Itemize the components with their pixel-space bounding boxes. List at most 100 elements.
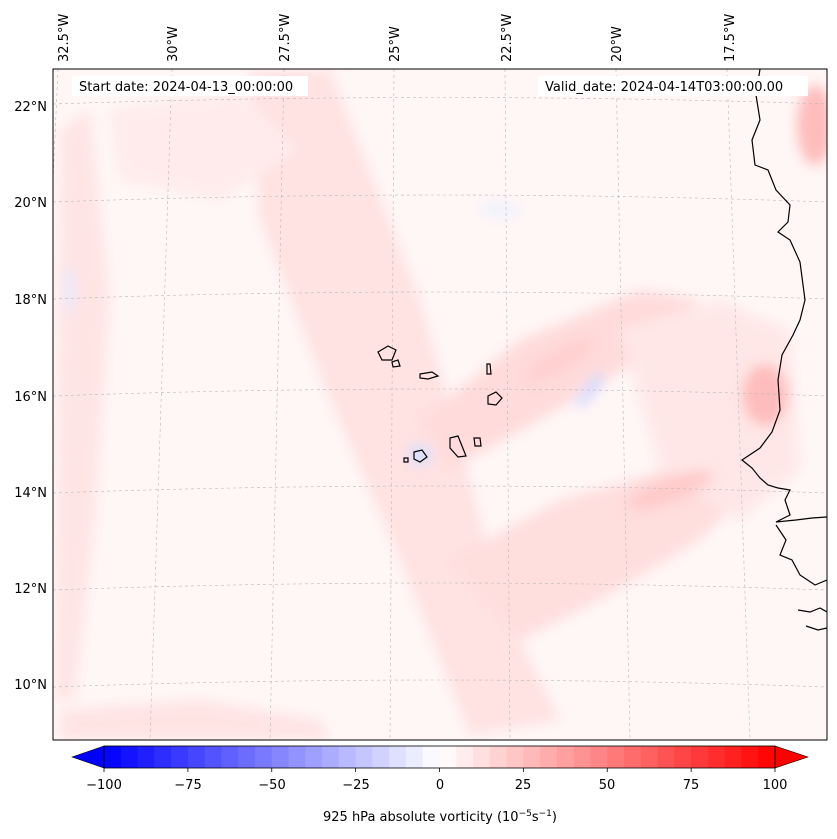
santiago-island <box>449 435 467 458</box>
lon-label-30W: 30°W <box>166 26 181 62</box>
vorticity-band-south <box>450 460 760 640</box>
colorbar-tick-label: 50 <box>599 778 616 793</box>
vorticity-band-west <box>55 110 110 700</box>
vorticity-min-west <box>65 265 75 315</box>
gridline-lon-27.5W <box>269 69 285 740</box>
sao-vicente-island <box>391 359 401 368</box>
lat-label-12N: 12°N <box>14 582 47 597</box>
gridline-lat-14 <box>53 485 827 494</box>
gridline-lon-17.5W <box>726 69 751 740</box>
colorbar-cell <box>573 746 592 768</box>
lon-label-27.5W: 27.5°W <box>278 14 293 62</box>
vorticity-max-south <box>627 470 713 510</box>
colorbar-cell <box>389 746 407 768</box>
colorbar-cell <box>405 746 424 768</box>
colorbar: −100 −75 −50 −25 0 25 50 75 100 925 hPa … <box>71 745 809 825</box>
colorbar-cell <box>288 746 306 768</box>
gridline-lat-22 <box>53 97 827 105</box>
colorbar-tick-label: −100 <box>86 778 122 793</box>
colorbar-cell <box>607 746 625 768</box>
vorticity-max-diagonal <box>524 337 596 383</box>
gridline-lon-30W <box>149 69 173 740</box>
fogo-island <box>413 449 428 463</box>
lat-label-22N: 22°N <box>14 100 47 115</box>
lat-label-14N: 14°N <box>14 486 47 501</box>
colorbar-tick-label: −75 <box>174 778 201 793</box>
vorticity-min-north <box>480 202 520 218</box>
colorbar-tick-label: 100 <box>763 778 788 793</box>
map-frame <box>52 68 828 741</box>
colorbar-cell <box>439 746 457 768</box>
gridline-lat-18 <box>53 291 827 300</box>
colorbar-cell <box>305 746 323 768</box>
maio-island <box>473 437 482 447</box>
colorbar-tick-label: 75 <box>683 778 700 793</box>
vorticity-min-islands <box>576 371 604 409</box>
colorbar-ticks <box>103 768 776 772</box>
colorbar-cell <box>707 746 726 768</box>
colorbar-extend-min <box>71 745 105 769</box>
map-panel: Start date: 2024-04-13_00:00:00 Valid_da… <box>52 68 828 741</box>
lon-label-20W: 20°W <box>610 26 625 62</box>
colorbar-tick-label: −50 <box>258 778 285 793</box>
valid-date-label: Valid_date: 2024-04-14T03:00:00.00 <box>545 80 783 95</box>
boa-vista-island <box>487 391 503 406</box>
lat-label-20N: 20°N <box>14 196 47 211</box>
colorbar-cell <box>674 746 692 768</box>
vorticity-min-fogo <box>408 445 432 465</box>
gridline-lat-16 <box>53 388 827 397</box>
colorbar-cell <box>187 746 206 768</box>
gridline-lon-22.5W <box>504 69 511 740</box>
colorbar-cell <box>758 746 776 768</box>
colorbar-cell <box>154 746 172 768</box>
colorbar-cell <box>338 746 357 768</box>
sao-nicolau-island <box>419 371 440 380</box>
colorbar-cell <box>456 746 474 768</box>
gridline-lon-25W <box>389 69 395 740</box>
vorticity-band-south-west <box>60 700 330 740</box>
sal-island <box>486 363 492 375</box>
colorbar-cell <box>556 746 575 768</box>
colorbar-cell <box>624 746 642 768</box>
colorbar-cell <box>372 746 390 768</box>
gridline-lat-12 <box>53 582 827 591</box>
colorbar-cell <box>221 746 239 768</box>
colorbar-tick-label: 0 <box>436 778 444 793</box>
lat-label-18N: 18°N <box>14 293 47 308</box>
colorbar-cell <box>523 746 541 768</box>
colorbar-cell <box>254 746 273 768</box>
african-coastline <box>740 69 827 523</box>
start-date-label: Start date: 2024-04-13_00:00:00 <box>79 80 293 95</box>
vorticity-field <box>55 70 827 740</box>
lon-label-22.5W: 22.5°W <box>500 14 515 62</box>
gridline-lat-10 <box>53 679 827 688</box>
lon-label-32.5W: 32.5°W <box>57 14 72 62</box>
colorbar-cell <box>489 746 508 768</box>
vorticity-band-north <box>110 90 300 200</box>
lat-label-16N: 16°N <box>14 390 47 405</box>
colorbar-cell <box>171 746 189 768</box>
colorbar-label: 925 hPa absolute vorticity (10−5s−1) <box>323 809 557 825</box>
colorbar-cell <box>120 746 139 768</box>
vorticity-max-north-east <box>797 85 827 165</box>
colorbar-cell <box>506 746 524 768</box>
lon-label-25W: 25°W <box>388 26 403 62</box>
colorbar-tick-labels: −100 −75 −50 −25 0 25 50 75 100 <box>86 778 787 793</box>
colorbar-cell <box>473 746 491 768</box>
colorbar-cell <box>238 746 256 768</box>
vorticity-band-east <box>620 300 800 520</box>
coastlines <box>377 69 827 631</box>
graticule <box>53 69 827 740</box>
colorbar-cell <box>422 746 441 768</box>
longitude-labels: 32.5°W 30°W 27.5°W 25°W 22.5°W 20°W 17.5… <box>57 14 738 62</box>
colorbar-extend-max <box>774 745 809 769</box>
colorbar-cell <box>540 746 558 768</box>
valid-date-box <box>538 76 808 96</box>
santo-antao-island <box>377 345 397 361</box>
colorbar-cell <box>322 746 340 768</box>
colorbar-cell <box>271 746 290 768</box>
colorbar-cell <box>204 746 223 768</box>
senegal-gambia-coast <box>775 524 827 586</box>
colorbar-cell <box>590 746 608 768</box>
